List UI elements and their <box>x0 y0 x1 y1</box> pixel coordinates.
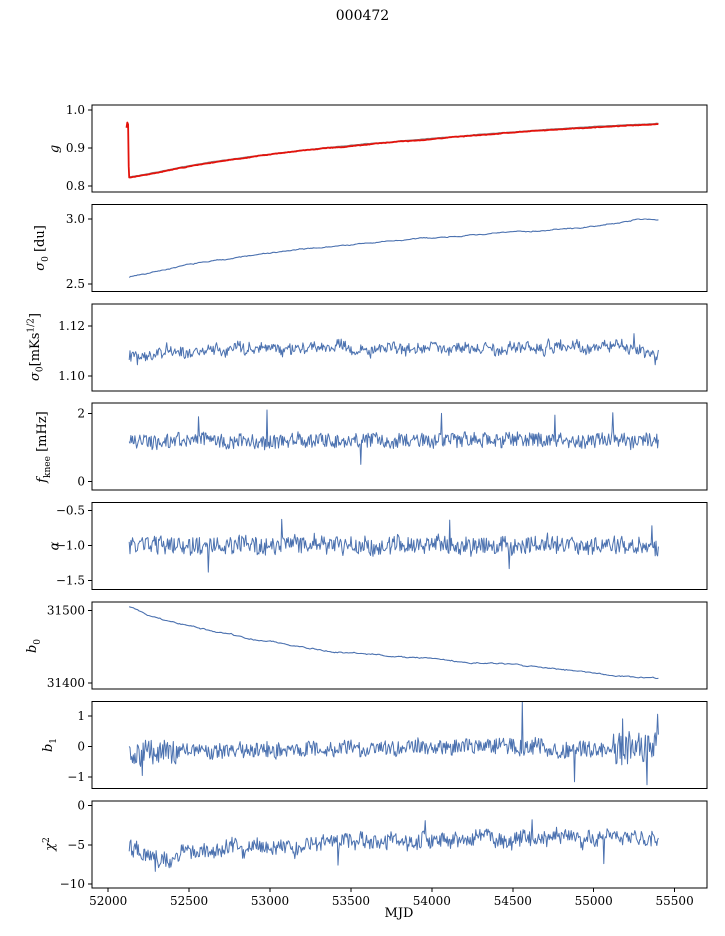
y-tick-label: 0.9 <box>66 141 85 155</box>
y-tick-label: 0 <box>77 474 85 488</box>
y-tick-label: 31500 <box>47 604 85 618</box>
panel-frame <box>91 104 708 193</box>
x-tick-label: 55500 <box>656 894 694 908</box>
figure-title: 000472 <box>335 8 390 24</box>
panel-frame <box>91 800 708 889</box>
x-tick-label: 52000 <box>89 894 127 908</box>
chi2-chi2-line <box>128 819 659 872</box>
x-axis-label: MJD <box>384 906 414 921</box>
x-tick-label: 54000 <box>413 894 451 908</box>
y-tick-label: 1 <box>77 709 85 723</box>
panel-chi2: −10 −5 0 52000 52500 53000 53500 54000 54500 5500… <box>60 799 708 908</box>
panel-frame <box>91 601 708 690</box>
fknee-fknee-line <box>128 409 659 465</box>
panel-sigma0-du: 2.5 3.0 <box>66 203 708 292</box>
panel-frame <box>91 303 708 392</box>
x-tick-label: 53000 <box>251 894 289 908</box>
panel-frame <box>91 700 708 789</box>
y-axis-label-b1: b1 <box>41 737 59 752</box>
b1-b1-line <box>128 701 659 786</box>
panel-sigma0-mks: 1.10 1.12 <box>58 303 708 392</box>
y-axis-label-alpha: α <box>47 541 63 551</box>
panel-b1: −1 0 1 <box>67 700 708 789</box>
y-tick-label: −0.5 <box>56 503 85 517</box>
panel-fknee: 02 <box>77 402 708 491</box>
panel-frame <box>91 402 708 491</box>
sigma0-mks-sigma0_mks-line <box>128 333 659 366</box>
panel-frame <box>91 203 708 292</box>
y-tick-label: 31400 <box>47 676 85 690</box>
x-tick-label: 53500 <box>332 894 370 908</box>
g-fit-line <box>125 121 659 179</box>
y-axis-label-chi2: χ2 <box>41 837 59 852</box>
sigma0-du-sigma0_du-line <box>128 218 659 278</box>
panel-g: 0.8 0.9 1.0 <box>66 103 708 193</box>
y-axis-label-sigma0-mks: σ0[mKs1/2] <box>26 313 46 382</box>
y-axis-label-g: g <box>47 144 63 153</box>
y-tick-label: 1.10 <box>58 369 85 383</box>
y-tick-label: −10 <box>60 877 85 891</box>
y-tick-label: 3.0 <box>66 212 85 226</box>
alpha-alpha-line <box>128 518 659 573</box>
b0-b0-line <box>129 606 659 680</box>
panel-alpha: −1.5 −1.0 −0.5 <box>56 502 708 591</box>
y-tick-label: 0.8 <box>66 179 85 193</box>
y-axis-label-fknee: fknee [mHz] <box>35 410 53 483</box>
y-tick-label: 1.0 <box>66 103 85 117</box>
x-tick-label: 55000 <box>575 894 613 908</box>
y-tick-label: −1.5 <box>56 573 85 587</box>
g-model-line <box>129 122 659 178</box>
y-tick-label: −1 <box>67 770 85 784</box>
y-tick-label: 2.5 <box>66 277 85 291</box>
panel-b0: 31400 31500 <box>47 601 708 690</box>
panel-frame <box>91 502 708 591</box>
y-axis-label-sigma0-du: σ0 [du] <box>33 225 51 271</box>
y-tick-label: 0 <box>77 799 85 813</box>
x-tick-label: 52500 <box>170 894 208 908</box>
y-tick-label: −1.0 <box>56 538 85 552</box>
y-axis-label-b0: b0 <box>25 638 43 653</box>
y-tick-label: 0 <box>77 739 85 753</box>
y-tick-label: 1.12 <box>58 319 85 333</box>
x-tick-label: 54500 <box>494 894 532 908</box>
y-tick-label: 2 <box>77 406 85 420</box>
y-tick-label: −5 <box>67 838 85 852</box>
